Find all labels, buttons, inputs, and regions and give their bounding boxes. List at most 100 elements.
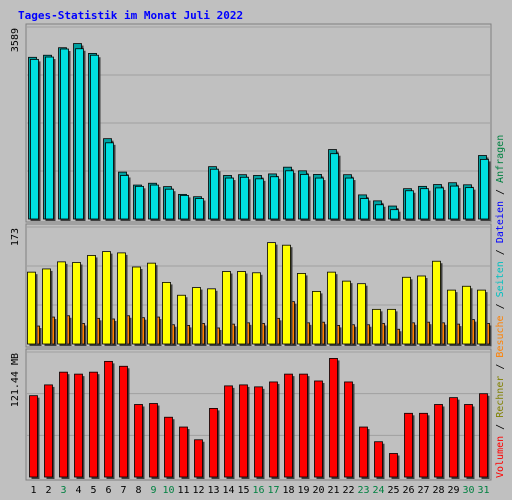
bar-seiten-day-26 <box>405 190 414 220</box>
bar-volumen-day-5 <box>89 371 98 478</box>
bar-volumen-day-10 <box>164 416 173 478</box>
bar-volumen-day-25 <box>389 453 398 478</box>
bar-volumen-day-17 <box>269 381 278 478</box>
bar-seiten-day-18 <box>285 170 294 220</box>
bar-volumen-day-16 <box>254 386 263 478</box>
x-tick-label: 21 <box>327 485 339 496</box>
x-tick-label: 6 <box>105 485 111 496</box>
bar-dateien-day-30 <box>462 285 471 345</box>
bar-dateien-day-3 <box>57 261 66 345</box>
x-tick-label: 19 <box>297 485 309 496</box>
x-tick-label: 27 <box>417 485 429 496</box>
bar-seiten-day-22 <box>345 177 354 220</box>
bar-volumen-day-13 <box>209 408 218 478</box>
bar-dateien-day-27 <box>417 275 426 345</box>
bar-seiten-day-29 <box>450 185 459 220</box>
bar-volumen-day-28 <box>434 404 443 478</box>
legend-separator: / <box>495 183 506 201</box>
bar-volumen-day-2 <box>44 384 53 478</box>
bar-dateien-day-24 <box>372 308 381 345</box>
bar-seiten-day-6 <box>105 142 114 220</box>
x-tick-label: 20 <box>312 485 324 496</box>
bar-seiten-day-19 <box>300 174 309 220</box>
bar-dateien-day-4 <box>72 262 81 345</box>
bar-seiten-day-14 <box>225 177 234 220</box>
y-axis-max-label: 3589 <box>10 28 21 52</box>
bar-dateien-day-25 <box>387 308 396 345</box>
bar-seiten-day-5 <box>90 54 99 220</box>
legend-separator: / <box>495 243 506 261</box>
x-tick-label: 26 <box>402 485 414 496</box>
x-tick-label: 31 <box>477 485 489 496</box>
bar-volumen-day-24 <box>374 441 383 478</box>
legend-besuche: Besuche <box>495 315 506 357</box>
x-tick-label: 12 <box>192 485 204 496</box>
bar-dateien-day-8 <box>132 266 141 345</box>
bar-dateien-day-31 <box>477 289 486 345</box>
bar-dateien-day-14 <box>222 271 231 345</box>
bar-dateien-day-19 <box>297 273 306 345</box>
legend-separator: / <box>495 418 506 436</box>
x-tick-label: 23 <box>357 485 369 496</box>
x-tick-label: 15 <box>237 485 249 496</box>
bar-dateien-day-22 <box>342 280 351 345</box>
panel-1: 3589 <box>10 23 492 223</box>
bar-volumen-day-31 <box>479 393 488 478</box>
side-legend: Volumen / Rechner / Besuche / Seiten / D… <box>495 135 506 478</box>
bar-seiten-day-7 <box>120 175 129 220</box>
bar-volumen-day-20 <box>314 380 323 478</box>
bar-dateien-day-1 <box>27 271 36 345</box>
bar-dateien-day-6 <box>102 251 111 345</box>
bar-volumen-day-22 <box>344 381 353 478</box>
bar-volumen-day-6 <box>104 360 113 478</box>
bar-dateien-day-16 <box>252 272 261 345</box>
x-tick-label: 8 <box>135 485 141 496</box>
bar-seiten-day-20 <box>315 177 324 220</box>
legend-separator: / <box>495 297 506 315</box>
bar-volumen-day-19 <box>299 373 308 478</box>
bar-seiten-day-9 <box>150 184 159 220</box>
bar-volumen-day-11 <box>179 426 188 478</box>
y-axis-max-label: 121.44 MB <box>10 353 21 407</box>
x-tick-label: 3 <box>60 485 66 496</box>
x-tick-label: 13 <box>207 485 219 496</box>
bar-seiten-day-13 <box>210 168 219 220</box>
bar-seiten-day-17 <box>270 176 279 220</box>
bar-volumen-day-30 <box>464 404 473 478</box>
bar-dateien-day-21 <box>327 271 336 345</box>
x-tick-label: 24 <box>372 485 384 496</box>
bar-seiten-day-30 <box>465 187 474 220</box>
bar-dateien-day-26 <box>402 276 411 345</box>
bar-seiten-day-11 <box>180 195 189 220</box>
legend-volumen: Volumen <box>495 436 506 478</box>
bar-volumen-day-9 <box>149 403 158 478</box>
x-tick-label: 11 <box>177 485 189 496</box>
legend-separator: / <box>495 358 506 376</box>
bar-seiten-day-24 <box>375 204 384 220</box>
x-tick-label: 5 <box>90 485 96 496</box>
bar-seiten-day-28 <box>435 187 444 220</box>
bar-dateien-day-7 <box>117 252 126 345</box>
bar-dateien-day-12 <box>192 287 201 345</box>
bar-dateien-day-29 <box>447 289 456 345</box>
bar-seiten-day-23 <box>360 198 369 220</box>
bar-dateien-day-17 <box>267 242 276 345</box>
x-axis-labels: 1 2 3 4 5 6 7 8 9 10 11 12 13 14 15 16 17 18 19 20 21 22 23 24 2… <box>30 485 489 496</box>
bar-volumen-day-15 <box>239 384 248 478</box>
x-tick-label: 29 <box>447 485 459 496</box>
bar-dateien-day-5 <box>87 255 96 345</box>
y-axis-max-label: 173 <box>10 228 21 246</box>
bar-volumen-day-29 <box>449 397 458 478</box>
bar-seiten-day-2 <box>45 56 54 220</box>
legend-dateien: Dateien <box>495 201 506 243</box>
x-tick-label: 14 <box>222 485 234 496</box>
bar-dateien-day-23 <box>357 283 366 345</box>
legend-rechner: Rechner <box>495 376 506 418</box>
x-tick-label: 4 <box>75 485 81 496</box>
bar-seiten-day-31 <box>480 159 489 220</box>
bar-volumen-day-7 <box>119 365 128 478</box>
bar-seiten-day-3 <box>60 48 69 220</box>
bar-volumen-day-23 <box>359 426 368 478</box>
bar-dateien-day-9 <box>147 262 156 345</box>
